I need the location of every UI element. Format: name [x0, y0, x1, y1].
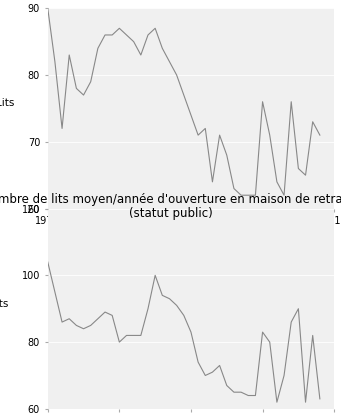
Y-axis label: Lits: Lits: [0, 299, 9, 309]
Y-axis label: Lits: Lits: [0, 98, 15, 109]
X-axis label: Année: Année: [174, 232, 208, 242]
Text: Nombre de lits moyen/année d'ouverture en maison de retraite
(statut public): Nombre de lits moyen/année d'ouverture e…: [0, 192, 341, 221]
